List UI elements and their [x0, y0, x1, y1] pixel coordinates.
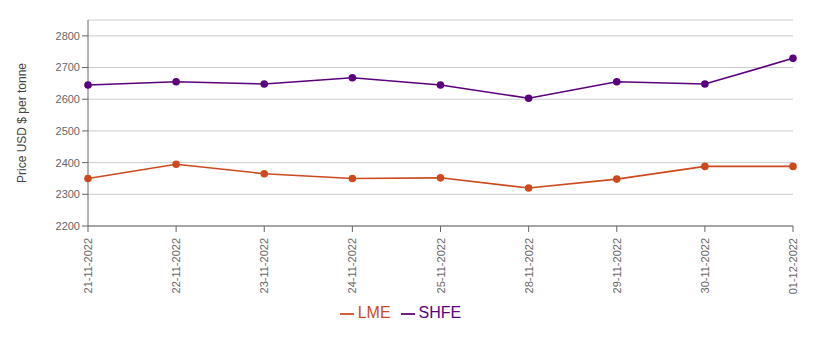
- svg-text:25-11-2022: 25-11-2022: [435, 238, 447, 293]
- svg-text:2200: 2200: [56, 220, 80, 232]
- svg-text:28-11-2022: 28-11-2022: [523, 238, 535, 293]
- svg-text:Price USD $ per tonne: Price USD $ per tonne: [15, 63, 29, 183]
- svg-text:01-12-2022: 01-12-2022: [787, 238, 799, 294]
- html-text:LME: LME: [357, 304, 391, 321]
- svg-text:2800: 2800: [56, 30, 80, 42]
- svg-text:2500: 2500: [56, 125, 80, 137]
- svg-text:21-11-2022: 21-11-2022: [82, 238, 94, 293]
- svg-text:24-11-2022: 24-11-2022: [346, 238, 358, 293]
- html-text:SHFE: SHFE: [418, 304, 462, 321]
- svg-text:29-11-2022: 29-11-2022: [611, 238, 623, 293]
- svg-text:2600: 2600: [56, 93, 80, 105]
- svg-text:2700: 2700: [56, 61, 80, 73]
- svg-text:22-11-2022: 22-11-2022: [170, 238, 182, 293]
- svg-text:23-11-2022: 23-11-2022: [258, 238, 270, 293]
- svg-text:30-11-2022: 30-11-2022: [699, 238, 711, 293]
- svg-text:2400: 2400: [56, 157, 80, 169]
- svg-text:2300: 2300: [56, 188, 80, 200]
